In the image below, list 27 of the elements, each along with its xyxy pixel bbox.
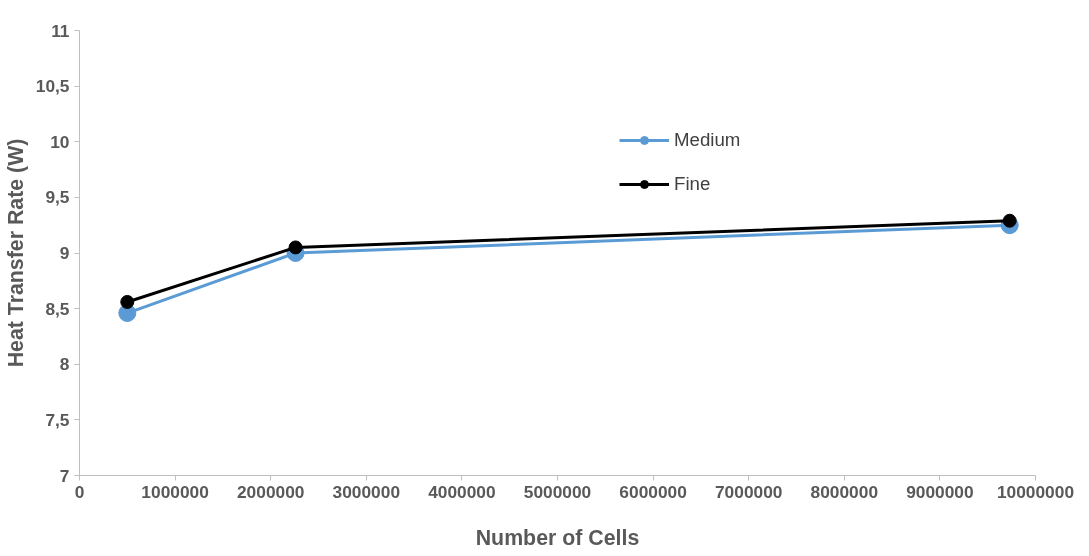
y-tick-label: 10,5 — [35, 76, 70, 97]
x-tick-label: 10000000 — [996, 481, 1075, 502]
x-tick-label: 2000000 — [236, 481, 305, 502]
x-tick-label: 7000000 — [714, 481, 783, 502]
y-tick-label: 10 — [50, 131, 70, 152]
y-tick-label: 9,5 — [45, 187, 70, 208]
y-tick-label: 7,5 — [45, 409, 70, 430]
x-tick-label: 6000000 — [619, 481, 687, 502]
y-tick-label: 7 — [59, 465, 70, 486]
x-tick-label: 4000000 — [428, 481, 496, 502]
x-tick-label: 8000000 — [810, 481, 879, 502]
y-axis-title: Heat Transfer Rate (W) — [3, 138, 28, 368]
point — [288, 240, 303, 255]
y-tick-label: 9 — [59, 243, 70, 263]
x-tick-label: 1000000 — [141, 481, 209, 502]
x-tick-label: 9000000 — [906, 481, 974, 502]
x-tick-label: 0 — [74, 481, 85, 502]
point — [120, 294, 135, 309]
x-tick-label: 3000000 — [332, 481, 401, 502]
x-axis-title: Number of Cells — [475, 525, 640, 550]
point — [1002, 213, 1017, 228]
x-tick-label: 5000000 — [523, 481, 592, 502]
y-tick-label: 11 — [51, 20, 70, 41]
legend-label: Medium — [674, 129, 741, 151]
legend-label: Fine — [674, 173, 711, 195]
y-tick-label: 8,5 — [45, 298, 70, 319]
y-tick-label: 8 — [59, 354, 70, 375]
